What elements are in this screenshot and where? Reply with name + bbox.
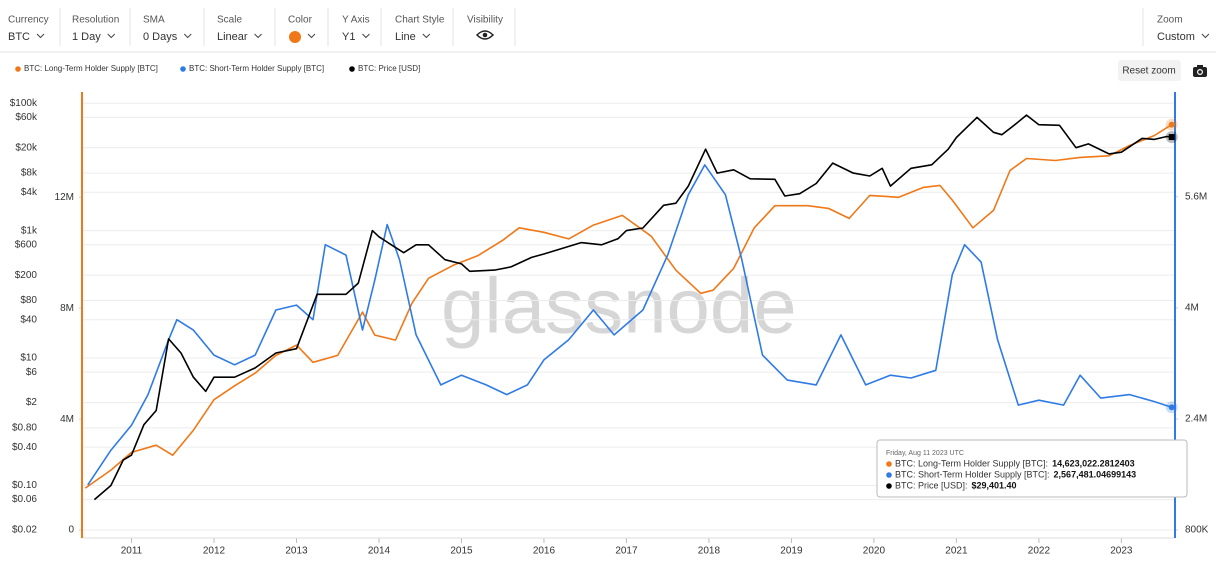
series-line: [87, 164, 1172, 486]
tooltip-value: 14,623,022.2812403: [1052, 458, 1135, 468]
y3-tick-label: 4M: [1185, 303, 1199, 314]
tooltip-title: Friday, Aug 11 2023 UTC: [886, 450, 964, 457]
toolbar-value[interactable]: Custom: [1157, 31, 1195, 43]
y-tick-label: $0.10: [12, 480, 37, 491]
toolbar-label: Chart Style: [395, 15, 445, 26]
x-tick-label: 2022: [1028, 546, 1051, 557]
y-tick-label: $10: [20, 353, 37, 364]
x-tick-label: 2023: [1110, 546, 1133, 557]
tooltip-marker: [886, 461, 892, 467]
tooltip-label: BTC: Short-Term Holder Supply [BTC]:: [895, 469, 1050, 479]
tooltip-box: [876, 439, 1188, 498]
y3-tick-label: 800K: [1185, 525, 1209, 536]
toolbar-label: Color: [288, 15, 313, 26]
x-tick-label: 2016: [533, 546, 556, 557]
dropdown-caret: [1201, 33, 1210, 39]
end-marker: [1168, 134, 1175, 141]
toolbar-label: Visibility: [467, 15, 503, 26]
toolbar-label: Scale: [217, 15, 242, 26]
legend-marker: [180, 66, 186, 72]
dropdown-caret: [183, 33, 192, 39]
tooltip-marker: [886, 483, 892, 489]
eye-pupil: [482, 32, 488, 38]
y-tick-label: $600: [15, 239, 38, 250]
end-marker: [1168, 121, 1175, 128]
legend-label[interactable]: BTC: Long-Term Holder Supply [BTC]: [24, 64, 158, 73]
toolbar-value[interactable]: Y1: [342, 31, 355, 43]
toolbar-value[interactable]: Linear: [217, 31, 248, 43]
y2-tick-label: 4M: [60, 414, 74, 425]
y-tick-label: $8k: [21, 168, 38, 179]
y2-tick-label: 0: [68, 525, 74, 536]
y-tick-label: $40: [20, 314, 37, 325]
dropdown-caret: [422, 33, 431, 39]
legend-marker: [15, 66, 21, 72]
toolbar-label: Zoom: [1157, 15, 1183, 26]
series-line: [84, 123, 1173, 489]
legend-marker: [349, 66, 355, 72]
y2-tick-label: 12M: [55, 192, 74, 203]
tooltip-value: 2,567,481.04699143: [1054, 469, 1137, 479]
camera-icon[interactable]: [1193, 65, 1207, 77]
toolbar-label: Currency: [8, 15, 49, 26]
watermark: glassnode: [441, 262, 797, 350]
tooltip-label: BTC: Long-Term Holder Supply [BTC]:: [895, 458, 1048, 468]
y-tick-label: $200: [15, 270, 38, 281]
x-tick-label: 2017: [615, 546, 638, 557]
toolbar-label: Resolution: [72, 15, 119, 26]
legend-label[interactable]: BTC: Price [USD]: [358, 64, 420, 73]
y-tick-label: $4k: [21, 187, 38, 198]
y-tick-label: $0.80: [12, 423, 37, 434]
dropdown-caret: [362, 33, 370, 39]
y-tick-label: $0.06: [12, 494, 37, 505]
x-tick-label: 2018: [698, 546, 721, 557]
tooltip-value: $29,401.40: [972, 480, 1017, 490]
x-tick-label: 2019: [780, 546, 803, 557]
y-tick-label: $0.40: [12, 442, 37, 453]
tooltip-label: BTC: Price [USD]:: [895, 480, 968, 490]
y-tick-label: $1k: [21, 225, 38, 236]
eye-icon[interactable]: [475, 30, 495, 40]
y3-tick-label: 5.6M: [1185, 191, 1207, 202]
y-tick-label: $100k: [10, 98, 38, 109]
y2-tick-label: 8M: [60, 303, 74, 314]
y-tick-label: $6: [26, 367, 38, 378]
x-tick-label: 2015: [450, 546, 473, 557]
series-line: [93, 114, 1172, 501]
toolbar-value[interactable]: Line: [395, 31, 416, 43]
x-tick-label: 2012: [203, 546, 226, 557]
toolbar-value[interactable]: BTC: [8, 31, 30, 43]
color-swatch[interactable]: [289, 31, 301, 43]
tooltip-marker: [886, 472, 892, 478]
dropdown-caret: [307, 33, 316, 39]
legend-label[interactable]: BTC: Short-Term Holder Supply [BTC]: [189, 64, 324, 73]
reset-zoom-label[interactable]: Reset zoom: [1122, 66, 1175, 77]
end-marker: [1168, 404, 1175, 411]
y-tick-label: $80: [20, 295, 37, 306]
x-tick-label: 2013: [285, 546, 308, 557]
dropdown-caret: [107, 33, 116, 39]
y-tick-label: $0.02: [12, 525, 37, 536]
toolbar-label: SMA: [143, 15, 165, 26]
y-tick-label: $2: [26, 397, 38, 408]
y-tick-label: $60k: [15, 112, 38, 123]
dropdown-caret: [36, 33, 45, 39]
toolbar-label: Y Axis: [342, 15, 370, 26]
x-tick-label: 2014: [368, 546, 391, 557]
toolbar-value[interactable]: 0 Days: [143, 31, 178, 43]
dropdown-caret: [254, 33, 262, 39]
x-tick-label: 2021: [945, 546, 968, 557]
x-tick-label: 2011: [121, 546, 143, 557]
x-tick-label: 2020: [863, 546, 886, 557]
y-tick-label: $20k: [15, 142, 38, 153]
toolbar-value[interactable]: 1 Day: [72, 31, 101, 43]
y3-tick-label: 2.4M: [1185, 414, 1207, 425]
reset-zoom-button[interactable]: [1118, 60, 1181, 81]
